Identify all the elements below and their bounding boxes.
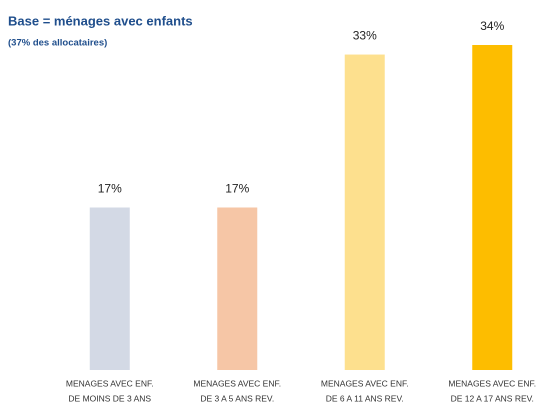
value-label: 17% [225,182,249,196]
bar [217,207,258,370]
x-tick-label: MENAGES AVEC ENF. [66,378,154,388]
x-tick-label: MENAGES AVEC ENF. [448,378,536,388]
bar [89,207,130,370]
bar [344,54,385,370]
x-tick-label: DE 6 A 11 ANS REV. [326,393,404,403]
x-tick-label: MENAGES AVEC ENF. [321,378,409,388]
value-label: 33% [353,29,377,43]
value-label: 34% [480,19,504,33]
x-tick-label: DE MOINS DE 3 ANS [68,393,151,403]
x-tick-label: MENAGES AVEC ENF. [193,378,281,388]
bar [472,45,513,370]
x-tick-label: DE 12 A 17 ANS REV. [451,393,534,403]
value-label: 17% [98,182,122,196]
x-tick-label: DE 3 A 5 ANS REV. [200,393,274,403]
chart-subtitle: (37% des allocataires) [8,38,107,49]
chart-title: Base = ménages avec enfants [8,13,193,28]
